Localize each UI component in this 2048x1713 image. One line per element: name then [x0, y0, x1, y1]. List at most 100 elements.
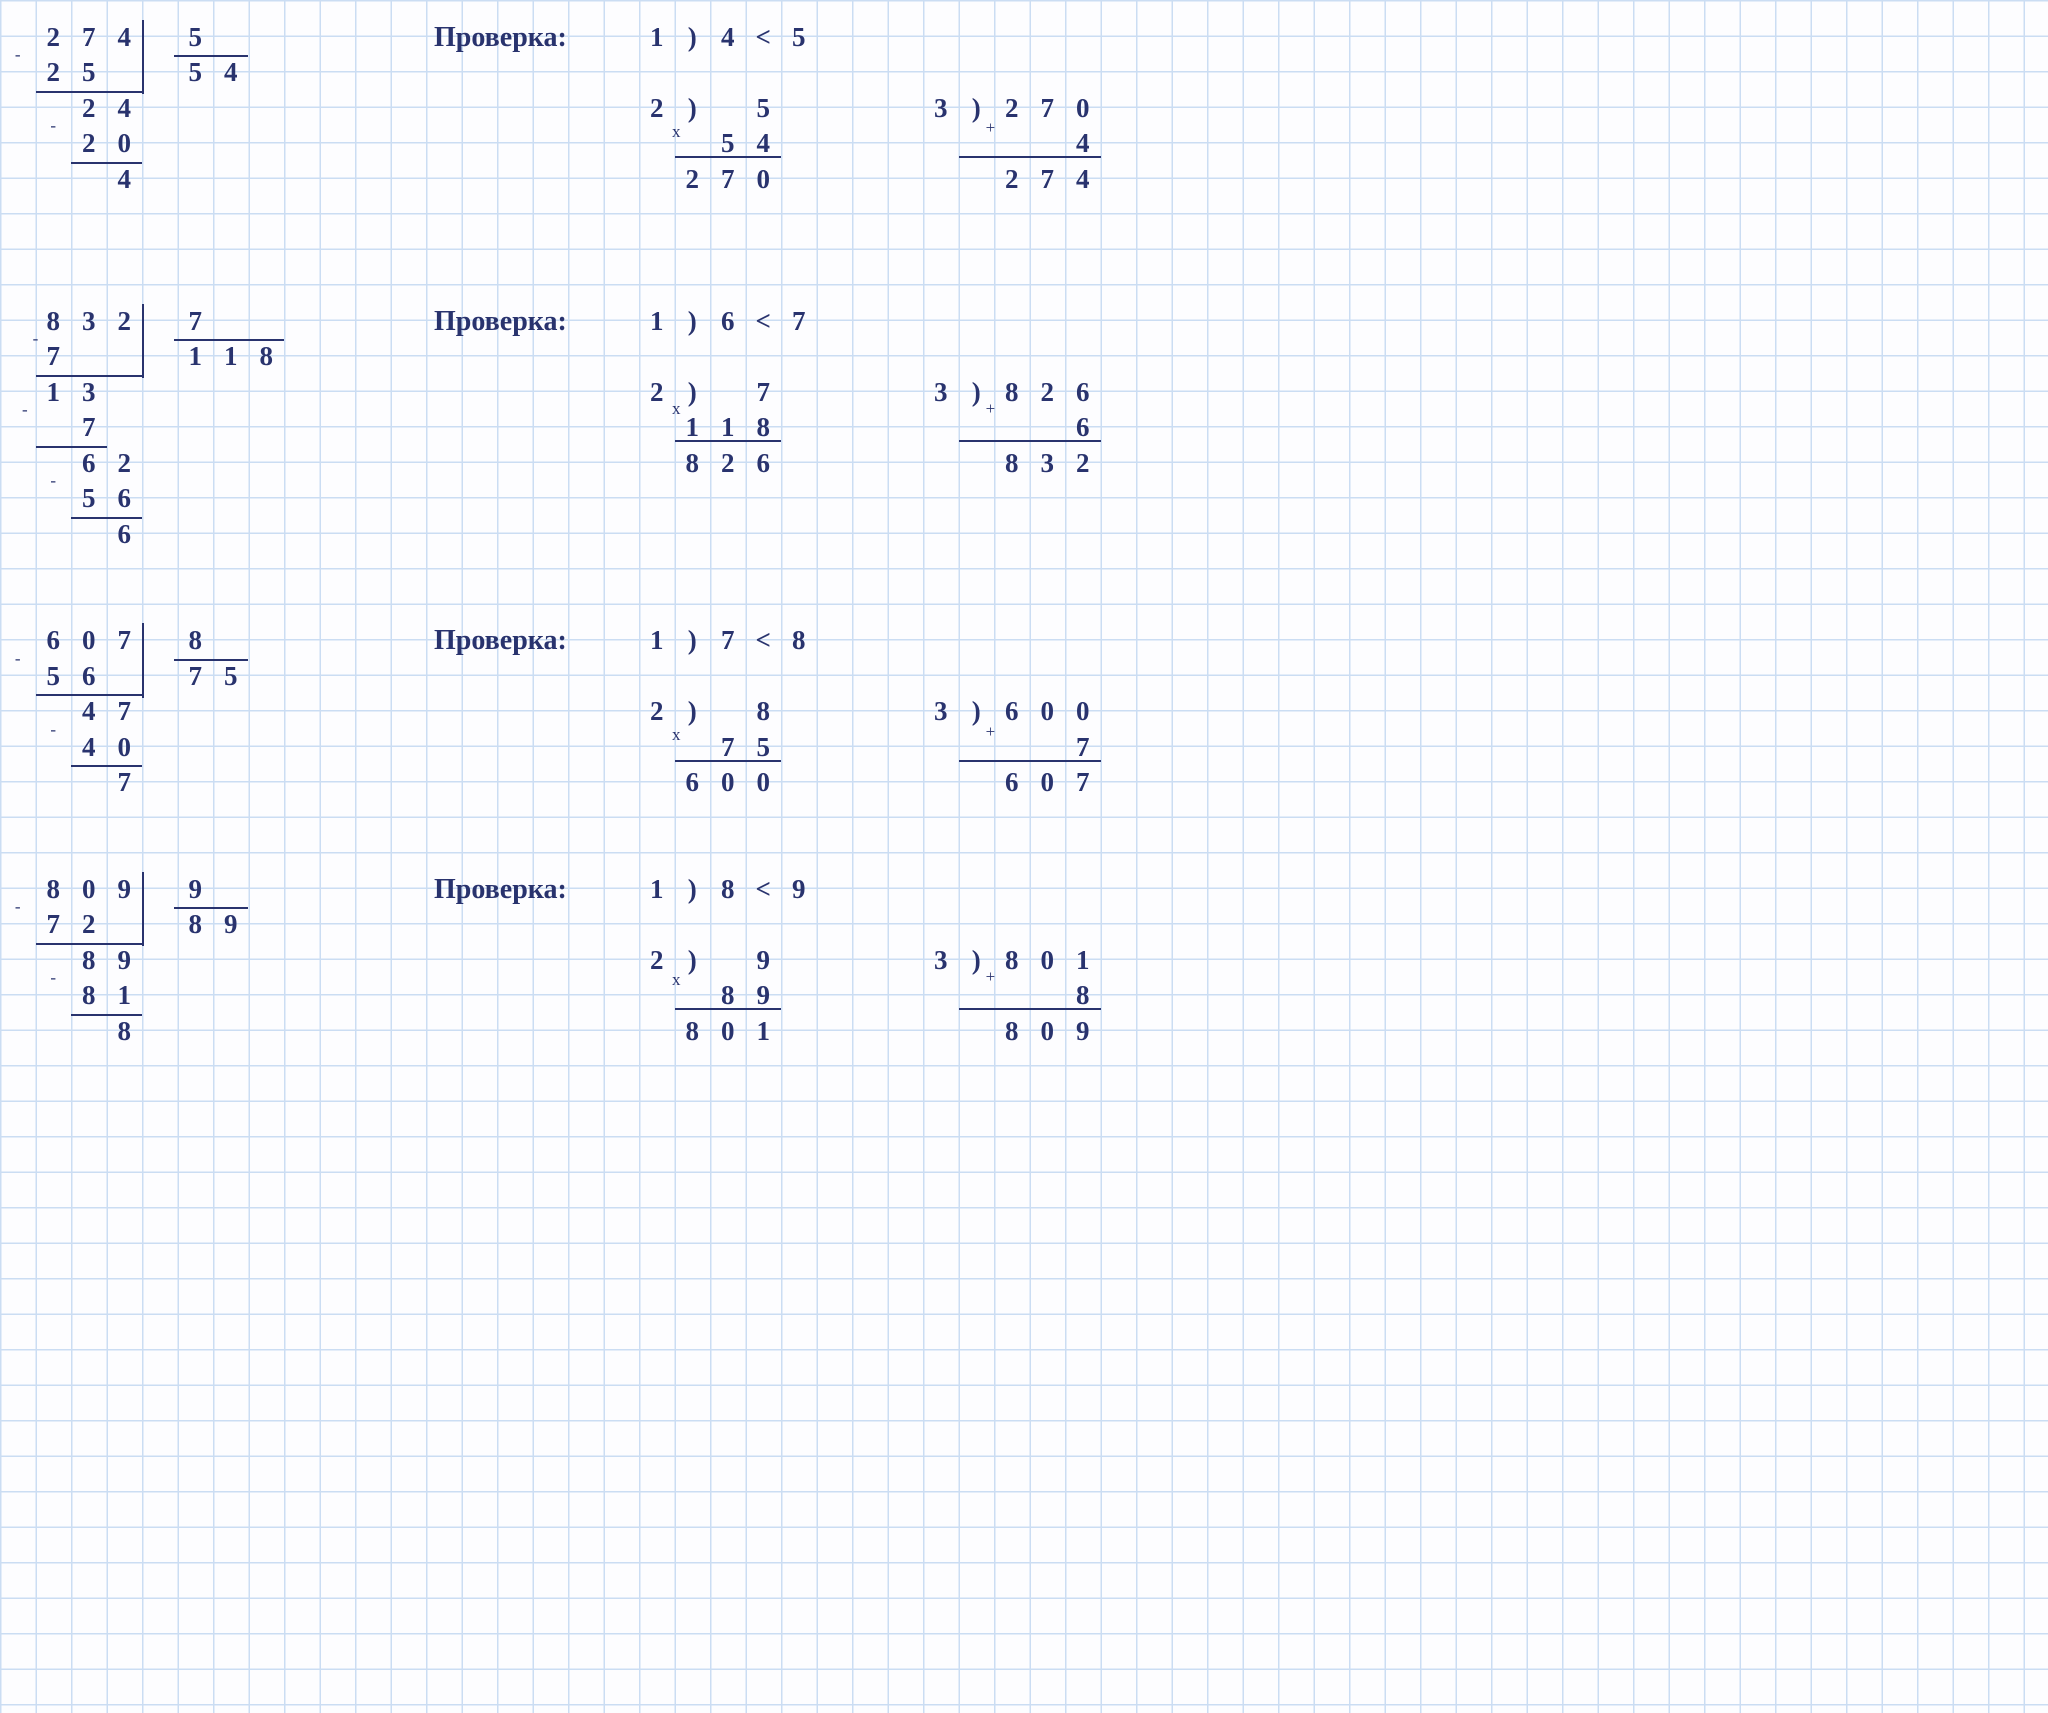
digit: 1: [639, 304, 675, 340]
operator: +: [973, 391, 1009, 427]
digit: 6: [746, 446, 782, 482]
digit: 7: [71, 20, 107, 56]
digit: 0: [1030, 943, 1066, 979]
operator: -: [7, 392, 43, 428]
digit: 5: [71, 481, 107, 517]
digit: 8: [746, 694, 782, 730]
digit: <: [746, 872, 782, 908]
digit: 2: [71, 126, 107, 162]
digit: 8: [675, 446, 711, 482]
digit: 7: [36, 907, 72, 943]
digit: 3: [923, 91, 959, 127]
math-grid-page: 27425-2420-4554Проверка:1)4<52)554x2703)…: [0, 0, 2048, 1713]
digit: 8: [36, 872, 72, 908]
digit: 0: [71, 872, 107, 908]
operator: +: [973, 959, 1009, 995]
operator: -: [36, 463, 72, 499]
digit: 2: [71, 907, 107, 943]
digit: 0: [107, 730, 143, 766]
digit: 9: [746, 943, 782, 979]
digit: <: [746, 304, 782, 340]
digit: 3: [923, 694, 959, 730]
digit: 5: [178, 20, 214, 56]
digit: 7: [710, 162, 746, 198]
digit: 6: [36, 623, 72, 659]
division-bar: [142, 304, 144, 379]
digit: 1: [178, 339, 214, 375]
digit: 1: [107, 978, 143, 1014]
digit: 7: [178, 304, 214, 340]
digit: 0: [746, 765, 782, 801]
digit: 8: [107, 1014, 143, 1050]
operator: x: [659, 114, 695, 150]
digit: 0: [746, 162, 782, 198]
rule: [959, 760, 1101, 762]
operator: -: [36, 712, 72, 748]
digit: 2: [107, 304, 143, 340]
digit: 2: [36, 20, 72, 56]
digit: ): [675, 20, 711, 56]
operator: x: [659, 717, 695, 753]
digit: 8: [994, 1014, 1030, 1050]
operator: -: [0, 641, 36, 677]
digit: 7: [781, 304, 817, 340]
digit: 7: [1030, 162, 1066, 198]
digit: 6: [107, 517, 143, 553]
digit: 2: [1065, 446, 1101, 482]
digit: <: [746, 20, 782, 56]
digit: 8: [178, 623, 214, 659]
rule: [959, 1008, 1101, 1010]
digit: 4: [213, 55, 249, 91]
digit: 3: [923, 943, 959, 979]
check-label: Проверка:: [426, 20, 567, 56]
digit: 6: [71, 659, 107, 695]
digit: 5: [178, 55, 214, 91]
division-bar: [142, 872, 144, 947]
digit: 6: [675, 765, 711, 801]
operator: -: [0, 37, 36, 73]
digit: 4: [107, 91, 143, 127]
digit: <: [746, 623, 782, 659]
digit: 3: [71, 375, 107, 411]
digit: 5: [781, 20, 817, 56]
digit: 2: [994, 162, 1030, 198]
digit: 0: [710, 765, 746, 801]
digit: 0: [71, 623, 107, 659]
digit: 4: [107, 162, 143, 198]
digit: 8: [71, 978, 107, 1014]
rule: [675, 1008, 782, 1010]
digit: 8: [675, 1014, 711, 1050]
digit: 6: [994, 765, 1030, 801]
digit: 9: [1065, 1014, 1101, 1050]
check-label: Проверка:: [426, 623, 567, 659]
digit: 0: [710, 1014, 746, 1050]
digit: 7: [107, 765, 143, 801]
digit: 2: [36, 55, 72, 91]
digit: 7: [107, 694, 143, 730]
digit: 5: [746, 91, 782, 127]
digit: 1: [213, 339, 249, 375]
digit: 8: [71, 943, 107, 979]
digit: 2: [1030, 375, 1066, 411]
digit: 7: [71, 410, 107, 446]
digit: 7: [178, 659, 214, 695]
digit: 2: [675, 162, 711, 198]
digit: 5: [213, 659, 249, 695]
digit: 9: [107, 872, 143, 908]
rule: [959, 440, 1101, 442]
digit: ): [675, 872, 711, 908]
digit: 3: [71, 304, 107, 340]
digit: 7: [746, 375, 782, 411]
digit: ): [675, 304, 711, 340]
operator: -: [0, 889, 36, 925]
digit: 0: [1065, 91, 1101, 127]
digit: 2: [71, 91, 107, 127]
digit: 1: [639, 20, 675, 56]
digit: 9: [781, 872, 817, 908]
digit: 1: [746, 1014, 782, 1050]
digit: 2: [710, 446, 746, 482]
check-label: Проверка:: [426, 872, 567, 908]
digit: 7: [710, 623, 746, 659]
digit: 5: [36, 659, 72, 695]
digit: 8: [178, 907, 214, 943]
